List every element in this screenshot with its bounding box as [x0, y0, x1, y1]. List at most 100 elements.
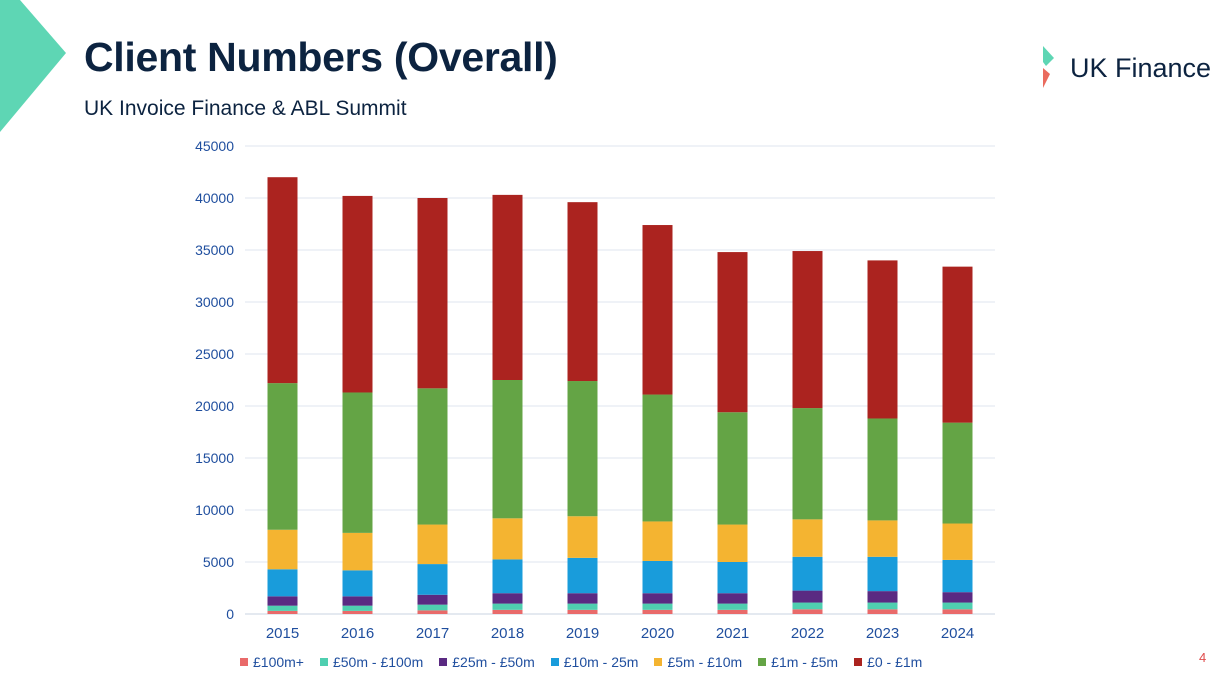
bar-segment [642, 593, 673, 604]
legend-item: £100m+ [240, 654, 304, 670]
bar-segment [717, 562, 748, 594]
bar-segment [867, 602, 898, 610]
bar-segment [717, 412, 748, 525]
bar-segment [792, 519, 823, 557]
x-tick-label: 2020 [641, 625, 674, 642]
bar-segment [417, 524, 448, 565]
y-tick-label: 20000 [195, 398, 234, 414]
bar-segment [717, 609, 748, 614]
bar-segment [792, 602, 823, 610]
bar-segment [717, 603, 748, 610]
bar-segment [567, 516, 598, 558]
bar-segment [267, 529, 298, 570]
bar-segment [492, 593, 523, 604]
uk-finance-logo-icon [1043, 46, 1054, 88]
legend-label: £25m - £50m [452, 654, 535, 670]
legend-item: £10m - 25m [550, 654, 639, 670]
page-number: 4 [1199, 650, 1207, 665]
bar-segment [492, 603, 523, 610]
bar-segment [417, 564, 448, 595]
bar-segment [267, 177, 298, 384]
bar-segment [267, 610, 298, 614]
x-tick-label: 2019 [566, 625, 599, 642]
x-tick-label: 2017 [416, 625, 449, 642]
legend-swatch [319, 658, 328, 666]
bar-segment [867, 260, 898, 419]
corner-accent-shape [0, 0, 66, 132]
bar-segment [567, 609, 598, 614]
bar-segment [642, 560, 673, 594]
legend-label: £100m+ [253, 654, 304, 670]
legend-swatch [654, 658, 663, 666]
bar-segment [867, 556, 898, 592]
bar-segment [717, 593, 748, 604]
bar-segment [492, 518, 523, 560]
bar-segment [867, 591, 898, 603]
bar-segment [267, 383, 298, 530]
legend-item: £25m - £50m [439, 654, 535, 670]
legend-swatch [439, 658, 448, 666]
bar-segment [417, 594, 448, 605]
x-tick-label: 2015 [266, 625, 299, 642]
legend-label: £10m - 25m [563, 654, 639, 670]
bar-segment [792, 590, 823, 603]
bar-segment [717, 252, 748, 413]
legend-item: £50m - £100m [319, 654, 424, 670]
bar-segment [492, 559, 523, 594]
bar-segment [342, 570, 373, 597]
legend-swatch [550, 658, 559, 666]
bar-segment [342, 596, 373, 606]
bar-segment [792, 609, 823, 614]
bar-segment [942, 592, 973, 603]
bar-segment [942, 422, 973, 524]
bar-segment [942, 609, 973, 614]
bar-segment [342, 532, 373, 571]
bar-segment [642, 603, 673, 610]
bar-segment [492, 609, 523, 614]
bar-segment [942, 523, 973, 560]
y-tick-label: 30000 [195, 294, 234, 310]
y-tick-label: 35000 [195, 242, 234, 258]
bar-segment [342, 610, 373, 614]
bar-segment [642, 394, 673, 522]
bar-segment [942, 602, 973, 610]
legend-label: £50m - £100m [332, 654, 424, 670]
legend-item: £1m - £5m [758, 654, 838, 670]
bar-segment [792, 408, 823, 520]
bar-segment [417, 198, 448, 389]
page-title: Client Numbers (Overall) [84, 34, 558, 80]
bar-segment [417, 388, 448, 525]
logo-text: UK Finance [1070, 53, 1212, 83]
bar-segment [942, 559, 973, 593]
x-tick-label: 2021 [716, 625, 749, 642]
bar-segment [867, 418, 898, 521]
legend-label: £5m - £10m [667, 654, 743, 670]
legend-label: £0 - £1m [867, 654, 923, 670]
y-tick-label: 25000 [195, 346, 234, 362]
bar-segment [567, 381, 598, 517]
chart-bars [267, 177, 973, 614]
chart-legend: £100m+ £50m - £100m £25m - £50m £10m - 25m £… [240, 652, 938, 672]
page-subtitle: UK Invoice Finance & ABL Summit [84, 97, 407, 120]
x-tick-label: 2022 [791, 625, 824, 642]
legend-swatch [854, 658, 863, 666]
y-tick-label: 5000 [203, 554, 234, 570]
y-tick-label: 0 [226, 606, 234, 622]
bar-segment [267, 596, 298, 606]
legend-item: £5m - £10m [654, 654, 742, 670]
bar-segment [567, 603, 598, 610]
y-tick-label: 10000 [195, 502, 234, 518]
legend-item: £0 - £1m [854, 654, 922, 670]
bar-segment [417, 610, 448, 614]
x-tick-label: 2023 [866, 625, 899, 642]
y-tick-label: 15000 [195, 450, 234, 466]
x-tick-label: 2018 [491, 625, 524, 642]
bar-segment [342, 195, 373, 393]
x-tick-label: 2024 [941, 625, 974, 642]
bar-segment [792, 556, 823, 591]
bar-segment [642, 609, 673, 614]
bar-segment [642, 225, 673, 395]
bar-segment [267, 605, 298, 611]
bar-segment [567, 557, 598, 594]
chart-axes: 0 5000 10000 15000 20000 25000 30000 35000 40000… [195, 138, 974, 642]
